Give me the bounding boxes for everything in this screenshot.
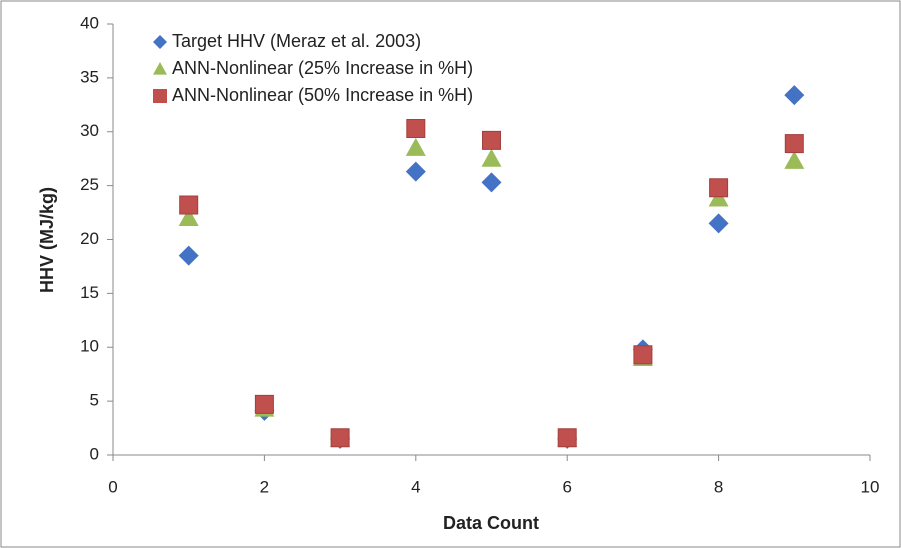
- x-axis-title: Data Count: [443, 513, 539, 533]
- marker-square: [482, 130, 501, 150]
- marker-diamond: [405, 161, 426, 182]
- marker-square: [784, 134, 804, 154]
- marker-square: [179, 195, 199, 215]
- marker-triangle: [481, 148, 502, 167]
- x-tick-label: 0: [108, 477, 117, 496]
- marker-triangle: [153, 62, 167, 75]
- y-tick-label: 40: [80, 13, 99, 32]
- y-tick-label: 0: [90, 444, 99, 463]
- y-tick-label: 35: [80, 67, 99, 86]
- marker-diamond: [153, 35, 167, 49]
- legend-text: ANN-Nonlinear (25% Increase in %H): [172, 58, 473, 78]
- marker-triangle: [178, 207, 199, 226]
- marker-triangle: [708, 188, 729, 207]
- y-tick-label: 30: [80, 121, 99, 140]
- marker-square: [406, 119, 426, 139]
- x-tick-label: 2: [260, 477, 269, 496]
- y-tick-label: 5: [90, 391, 99, 410]
- x-tick-label: 4: [411, 477, 420, 496]
- marker-square: [330, 428, 350, 448]
- marker-square: [633, 345, 653, 365]
- y-tick-label: 15: [80, 283, 99, 302]
- y-axis-title: HHV (MJ/kg): [37, 187, 57, 293]
- legend-text: ANN-Nonlinear (50% Increase in %H): [172, 85, 473, 105]
- y-tick-label: 10: [80, 337, 99, 356]
- marker-triangle: [784, 150, 805, 169]
- marker-diamond: [708, 213, 729, 234]
- x-tick-label: 10: [861, 477, 880, 496]
- marker-triangle: [405, 137, 426, 156]
- marker-diamond: [178, 245, 199, 266]
- marker-diamond: [784, 85, 805, 106]
- marker-square: [153, 89, 167, 103]
- y-tick-label: 25: [80, 175, 99, 194]
- marker-square: [254, 394, 274, 414]
- marker-square: [557, 428, 577, 448]
- x-tick-label: 8: [714, 477, 723, 496]
- y-tick-label: 20: [80, 229, 99, 248]
- x-tick-label: 6: [562, 477, 571, 496]
- legend-text: Target HHV (Meraz et al. 2003): [172, 31, 421, 51]
- marker-diamond: [481, 172, 502, 193]
- marker-square: [709, 178, 729, 198]
